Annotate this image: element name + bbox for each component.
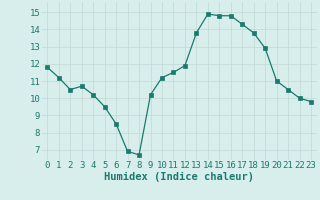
X-axis label: Humidex (Indice chaleur): Humidex (Indice chaleur)	[104, 172, 254, 182]
